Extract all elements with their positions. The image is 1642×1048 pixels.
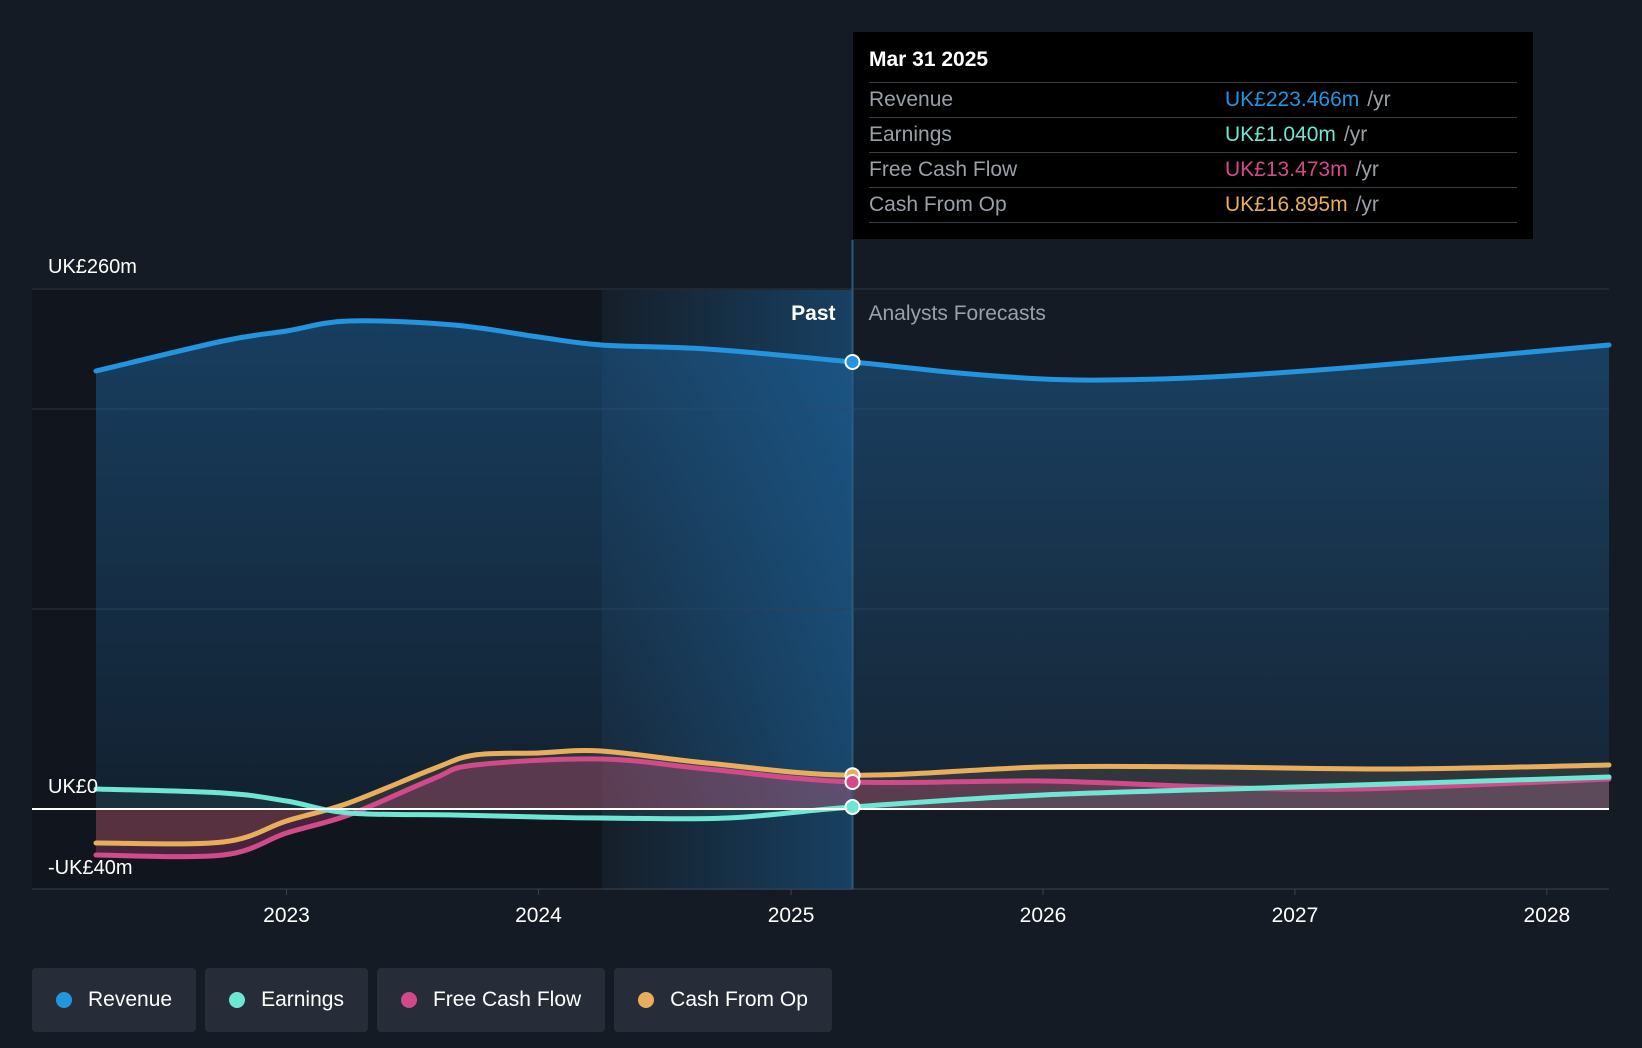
tooltip-unit: /yr: [1367, 88, 1391, 111]
x-tick-label: 2025: [768, 904, 815, 927]
tooltip-label: Cash From Op: [869, 193, 1007, 216]
earnings-line: [93, 774, 1612, 822]
tooltip-row-earnings: Earnings UK£1.040m /yr: [869, 118, 1517, 153]
tooltip-label: Revenue: [869, 88, 954, 111]
tooltip-label: Free Cash Flow: [869, 158, 1018, 181]
markers: [844, 354, 861, 815]
x-tick-label: 2023: [263, 904, 310, 927]
x-tick-label: 2028: [1524, 904, 1571, 927]
tooltip: Mar 31 2025 Revenue UK£223.466m /yr Earn…: [853, 32, 1533, 239]
cash-from-op-line: [93, 747, 1612, 847]
revenue-line: [93, 318, 1612, 383]
legend-label: Earnings: [261, 988, 344, 1011]
free-cash-flow-dot-icon: [400, 992, 417, 1008]
legend-label: Free Cash Flow: [432, 988, 582, 1011]
legend-label: Cash From Op: [670, 988, 808, 1011]
earnings-marker[interactable]: [844, 799, 861, 815]
x-tick-label: 2027: [1272, 904, 1319, 927]
tooltip-row-revenue: Revenue UK£223.466m /yr: [869, 83, 1517, 118]
y-axis-labels: UK£260m UK£0 -UK£40m: [48, 256, 137, 879]
free-cash-flow-marker[interactable]: [844, 774, 861, 790]
x-tick-label: 2026: [1020, 904, 1067, 927]
legend-item-cash-from-op[interactable]: Cash From Op: [614, 968, 832, 1032]
revenue-dot-icon: [56, 992, 72, 1008]
y-tick-label: -UK£40m: [48, 857, 132, 879]
tooltip-value: UK£1.040m: [1225, 123, 1336, 146]
past-label: Past: [791, 302, 835, 325]
y-tick-label: UK£0: [48, 776, 98, 798]
tooltip-date: Mar 31 2025: [869, 46, 1517, 83]
y-tick-label: UK£260m: [48, 256, 137, 278]
tooltip-label: Earnings: [869, 123, 952, 146]
tooltip-row-free-cash-flow: Free Cash Flow UK£13.473m /yr: [869, 153, 1517, 188]
cash-from-op-dot-icon: [638, 992, 655, 1008]
legend-item-revenue[interactable]: Revenue: [32, 968, 197, 1032]
tooltip-value: UK£223.466m: [1225, 88, 1360, 111]
tooltip-unit: /yr: [1343, 123, 1368, 146]
legend: Revenue Earnings Free Cash Flow Cash Fro…: [32, 968, 832, 1032]
series-lines: [93, 318, 1612, 860]
legend-label: Revenue: [88, 988, 173, 1011]
revenue-marker[interactable]: [844, 354, 861, 370]
tooltip-value: UK£13.473m: [1225, 158, 1348, 181]
x-tick-label: 2024: [515, 904, 562, 927]
x-axis-labels: 2023 2024 2025 2026 2027 2028: [263, 889, 1570, 927]
forecast-label: Analysts Forecasts: [869, 302, 1046, 325]
earnings-dot-icon: [229, 992, 246, 1008]
legend-item-earnings[interactable]: Earnings: [205, 968, 368, 1032]
tooltip-row-cash-from-op: Cash From Op UK£16.895m /yr: [869, 188, 1517, 223]
tooltip-value: UK£16.895m: [1225, 193, 1348, 216]
legend-item-free-cash-flow[interactable]: Free Cash Flow: [376, 968, 606, 1032]
tooltip-unit: /yr: [1355, 158, 1379, 181]
tooltip-unit: /yr: [1355, 193, 1379, 216]
